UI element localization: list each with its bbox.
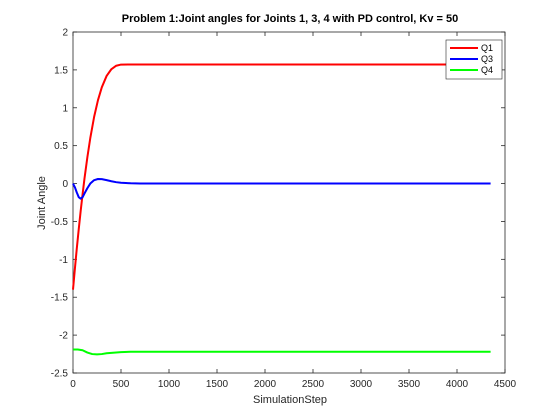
x-tick-label: 1000 <box>158 379 181 390</box>
x-tick-label: 4500 <box>494 379 517 390</box>
y-tick-label: 1 <box>62 103 68 114</box>
y-tick-label: 2 <box>62 28 68 39</box>
series-line-q4 <box>73 348 491 356</box>
y-tick-label: -2.5 <box>51 369 69 380</box>
x-tick-label: 0 <box>70 379 76 390</box>
y-tick-label: 0 <box>62 179 68 190</box>
y-tick-label: -0.5 <box>51 217 69 228</box>
legend-label-q4: Q4 <box>481 65 493 75</box>
x-tick-label: 1500 <box>206 379 229 390</box>
y-axis-label: Joint Angle <box>36 176 48 230</box>
y-tick-label: -2 <box>59 331 68 342</box>
legend-label-q1: Q1 <box>481 43 493 53</box>
legend-label-q3: Q3 <box>481 54 493 64</box>
x-axis-label: SimulationStep <box>253 394 327 406</box>
y-tick-label: 1.5 <box>54 65 68 76</box>
axes-box <box>72 31 506 374</box>
plot-area: 0 500 1000 1500 2000 2500 3000 3500 4000 4500 -2.5… <box>51 28 517 391</box>
y-tick-label: -1 <box>59 255 68 266</box>
x-tick-label: 3000 <box>350 379 373 390</box>
x-tick-label: 3500 <box>398 379 421 390</box>
x-tick-label: 2500 <box>302 379 325 390</box>
chart-title: Problem 1:Joint angles for Joints 1, 3, … <box>122 13 459 25</box>
x-tick-label: 500 <box>113 379 130 390</box>
y-tick-label: 0.5 <box>54 141 68 152</box>
x-tick-label: 2000 <box>254 379 277 390</box>
series-line-q1 <box>72 63 491 290</box>
series-line-q3 <box>72 178 491 200</box>
x-tick-label: 4000 <box>446 379 469 390</box>
y-tick-label: -1.5 <box>51 293 69 304</box>
